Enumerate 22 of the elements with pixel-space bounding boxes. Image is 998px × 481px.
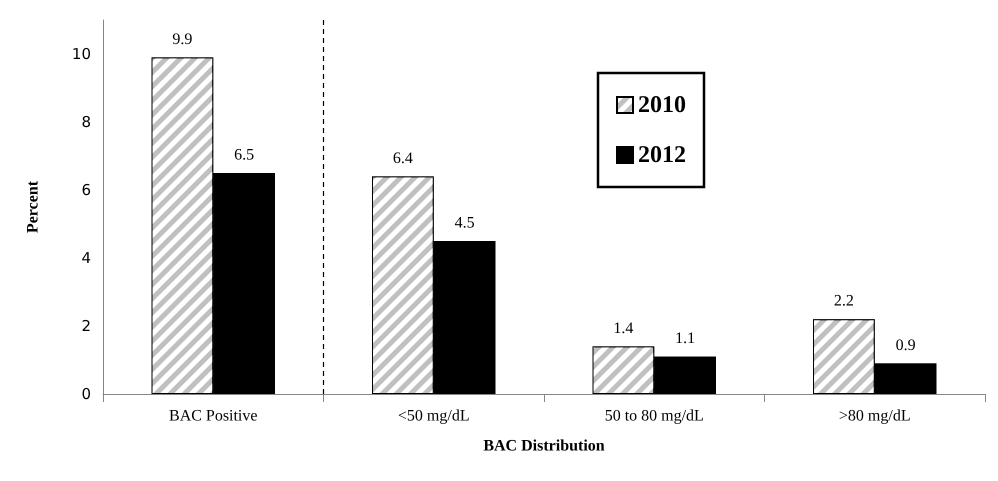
data-label: 1.4: [613, 320, 634, 337]
y-axis-title: Percent: [24, 180, 42, 234]
data-label: 9.9: [172, 30, 192, 48]
data-label: 2.2: [834, 292, 854, 310]
y-tick-label: 4: [81, 249, 91, 267]
y-tick-label: 2: [81, 317, 91, 335]
data-label: 1.1: [675, 330, 696, 348]
y-tick-label: 6: [81, 181, 91, 199]
x-axis-title: BAC Distribution: [483, 438, 605, 454]
data-label: 6.5: [234, 146, 254, 164]
legend-label: 2012: [638, 142, 686, 168]
y-tick-label: 8: [81, 113, 91, 131]
data-label: 6.4: [392, 150, 413, 167]
data-label: 4.5: [454, 214, 475, 232]
x-tick-label: BAC Positive: [169, 408, 258, 424]
x-tick-label: 50 to 80 mg/dL: [604, 408, 704, 424]
y-tick-label: 10: [72, 45, 91, 63]
legend-label: 2010: [638, 92, 686, 118]
x-tick-label: <50 mg/dL: [398, 408, 470, 424]
x-tick-label: >80 mg/dL: [838, 408, 911, 424]
data-label: 0.9: [896, 336, 916, 354]
y-tick-label: 0: [81, 385, 91, 403]
